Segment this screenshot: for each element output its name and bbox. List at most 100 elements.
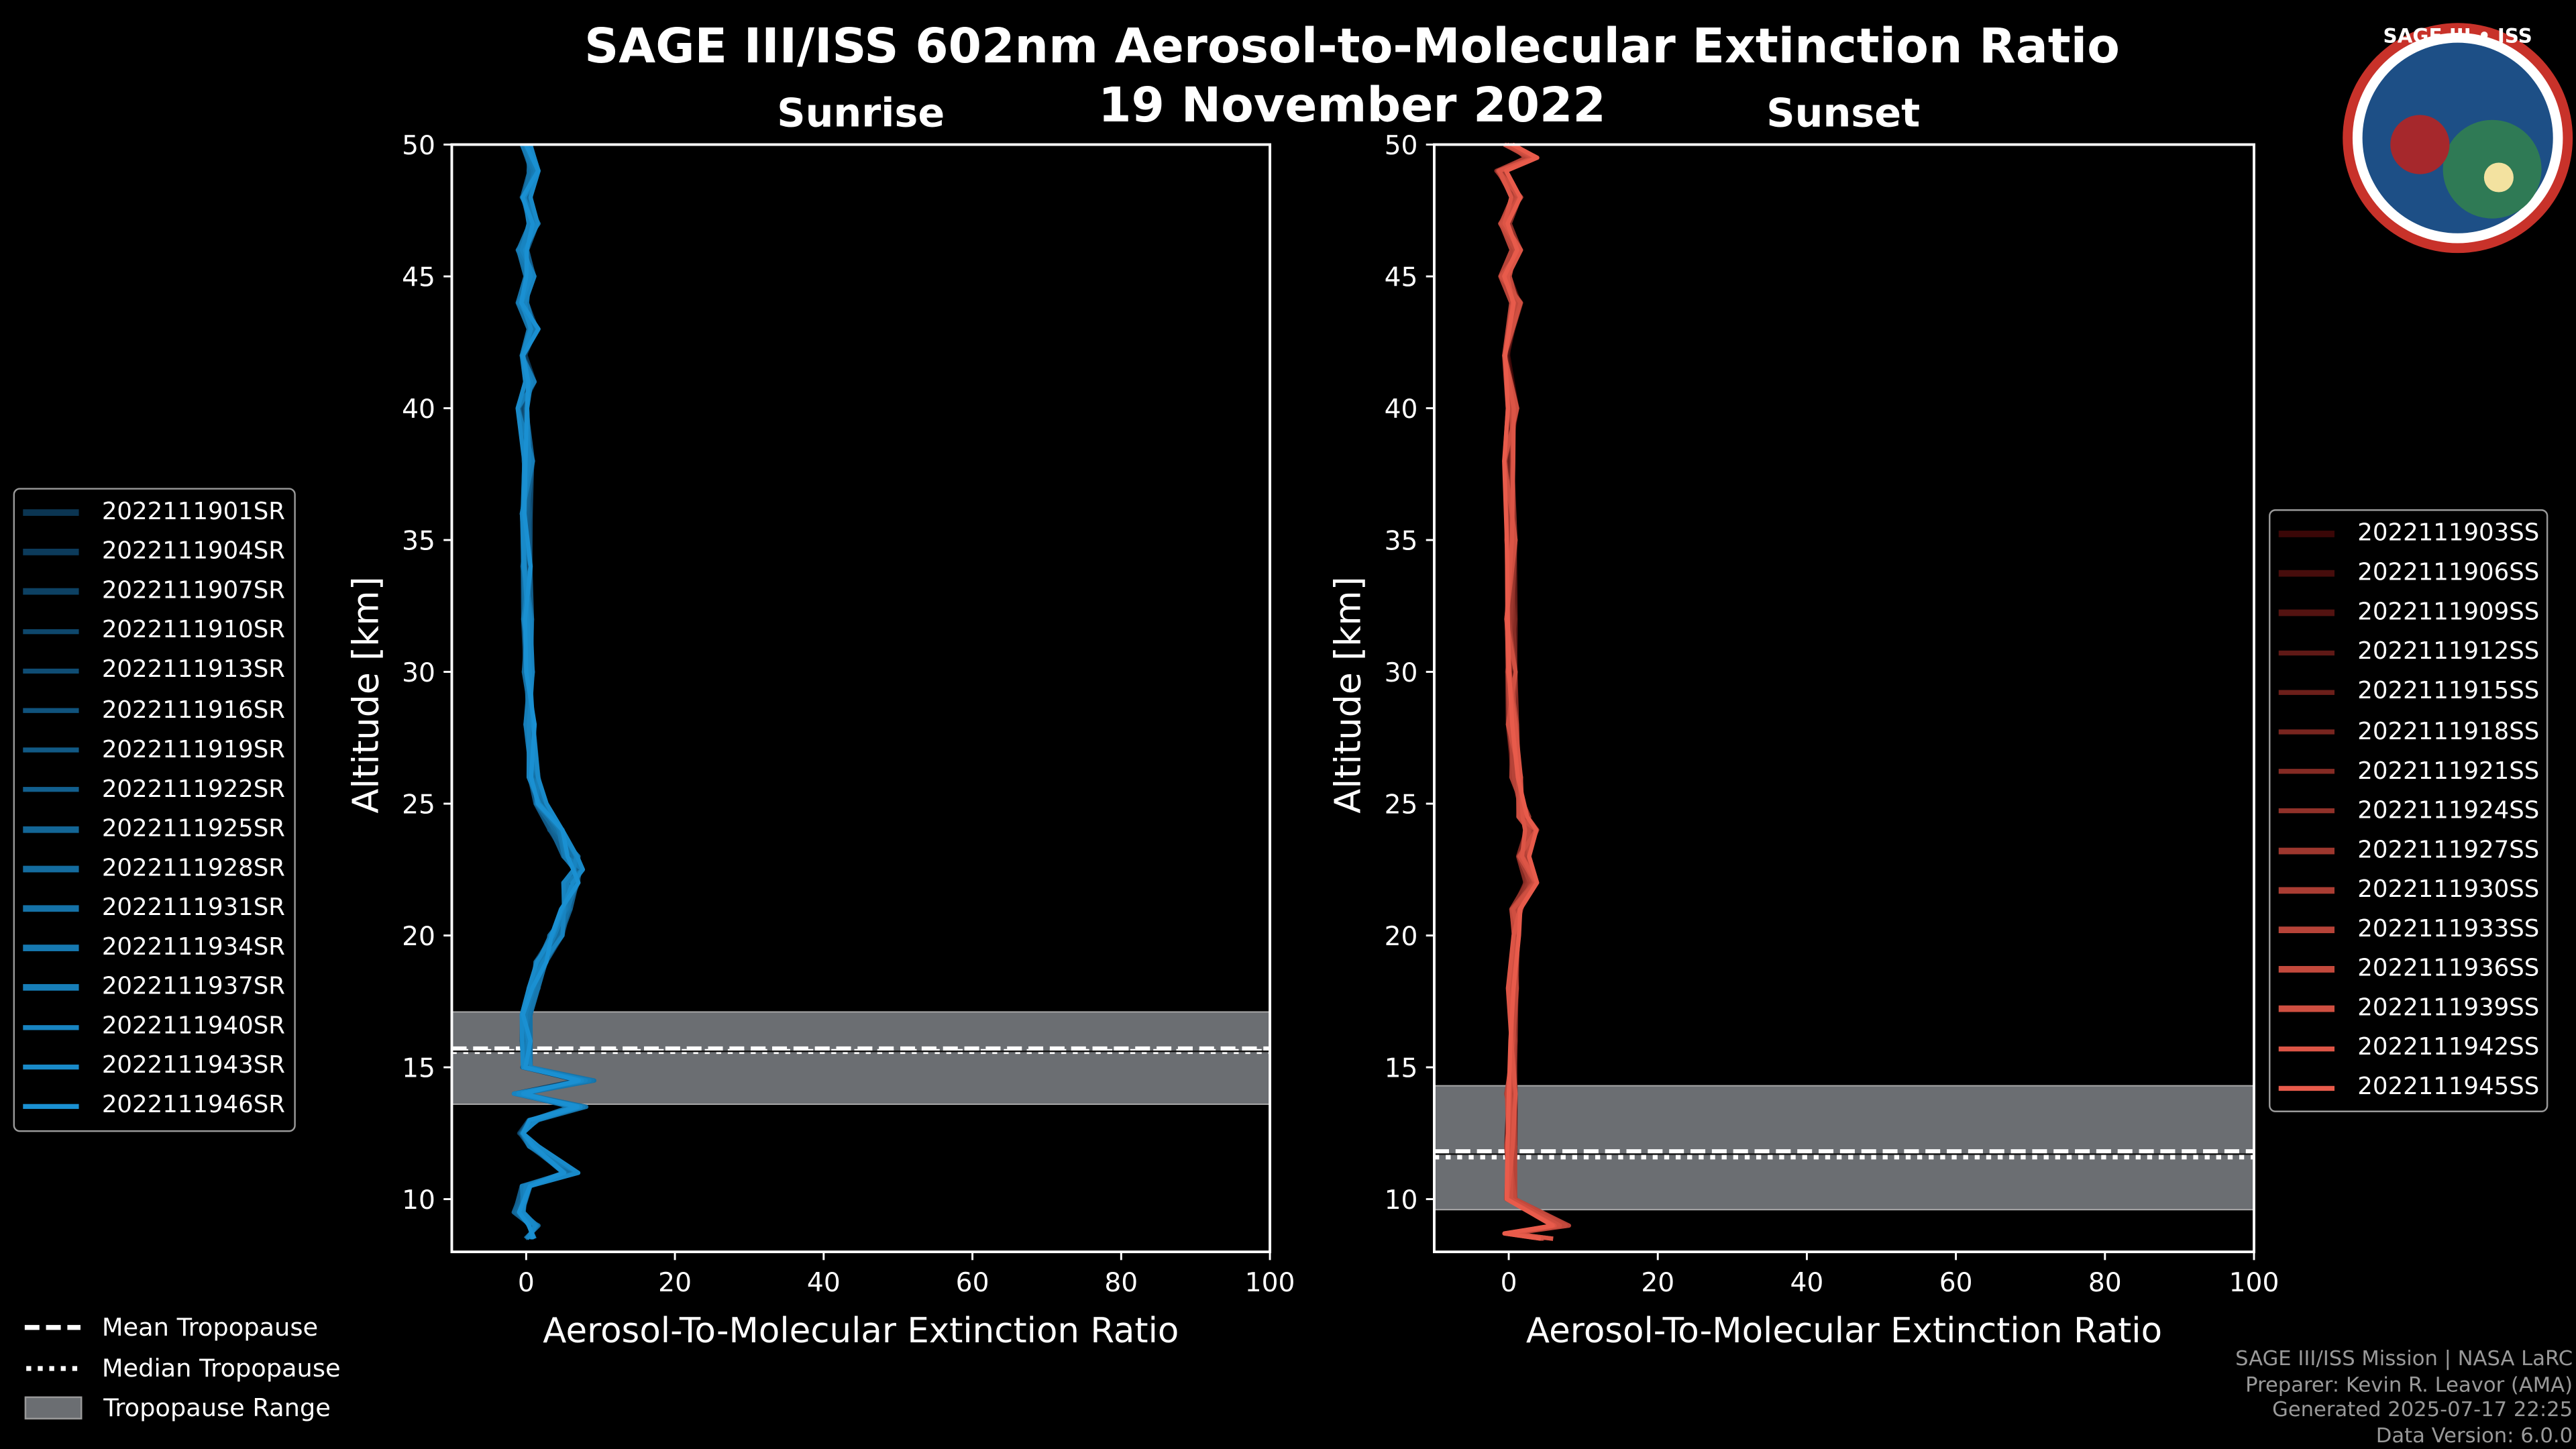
- legend-swatch: [2278, 1045, 2335, 1052]
- legend-swatch: [2278, 1085, 2335, 1091]
- legend-label: 2022111945SS: [2357, 1075, 2540, 1102]
- legend-label: 2022111918SS: [2357, 718, 2540, 745]
- legend-item: 2022111936SS: [2270, 950, 2546, 989]
- x-tick-label: 0: [1501, 1268, 1517, 1298]
- figure-date: 19 November 2022: [1098, 77, 1606, 133]
- legend-item: 2022111927SS: [2270, 831, 2546, 871]
- tropopause-legend: Mean Tropopause Median Tropopause Tropop…: [24, 1307, 341, 1428]
- legend-swatch: [2278, 887, 2335, 894]
- y-tick-label: 15: [1385, 1054, 1418, 1084]
- y-tick-label: 25: [402, 790, 435, 820]
- legend-swatch: [23, 509, 79, 516]
- legend-label: 2022111930SS: [2357, 877, 2540, 904]
- x-tick-label: 20: [1641, 1268, 1674, 1298]
- legend-swatch: [23, 628, 79, 635]
- y-axis-label: Altitude [km]: [344, 576, 386, 813]
- legend-label: 2022111946SR: [101, 1093, 286, 1120]
- x-tick-label: 60: [1939, 1268, 1973, 1298]
- legend-label: 2022111915SS: [2357, 679, 2540, 706]
- legend-item: 2022111907SR: [15, 572, 294, 612]
- series-line-2022111946SR: [517, 144, 581, 1240]
- y-tick-label: 15: [402, 1054, 435, 1084]
- logo-text: SAGE III • ISS: [2383, 25, 2532, 48]
- legend-item: 2022111912SS: [2270, 633, 2546, 673]
- legend-swatch: [23, 588, 79, 595]
- legend-label: 2022111912SS: [2357, 639, 2540, 666]
- dashed-line-icon: [24, 1325, 81, 1331]
- legend-label: 2022111940SR: [101, 1014, 286, 1040]
- legend-item: 2022111904SR: [15, 533, 294, 572]
- legend-label: 2022111901SR: [101, 499, 286, 526]
- legend-label: 2022111942SS: [2357, 1035, 2540, 1062]
- legend-item: 2022111924SS: [2270, 792, 2546, 831]
- legend-swatch: [2278, 808, 2335, 814]
- legend-label: 2022111925SR: [101, 816, 286, 843]
- legend-item: 2022111933SS: [2270, 910, 2546, 950]
- legend-swatch: [23, 786, 79, 793]
- legend-swatch: [2278, 847, 2335, 854]
- legend-item: 2022111942SS: [2270, 1029, 2546, 1069]
- sunrise-legend: 2022111901SR 2022111904SR 2022111907SR 2022…: [13, 488, 296, 1132]
- legend-swatch: [2278, 689, 2335, 696]
- legend-swatch: [2278, 966, 2335, 973]
- y-tick-label: 10: [1385, 1185, 1418, 1216]
- legend-label: 2022111937SR: [101, 974, 286, 1001]
- legend-label: 2022111943SR: [101, 1053, 286, 1080]
- legend-label: 2022111916SR: [101, 697, 286, 724]
- y-tick-label: 10: [402, 1185, 435, 1216]
- x-tick-label: 20: [658, 1268, 692, 1298]
- x-tick-label: 60: [956, 1268, 989, 1298]
- legend-item: 2022111918SS: [2270, 712, 2546, 752]
- figure-title: SAGE III/ISS 602nm Aerosol-to-Molecular …: [584, 17, 2120, 74]
- legend-swatch: [23, 865, 79, 872]
- legend-item: 2022111934SR: [15, 928, 294, 968]
- legend-label: 2022111927SS: [2357, 837, 2540, 864]
- legend-label: 2022111903SS: [2357, 521, 2540, 547]
- legend-item: 2022111915SS: [2270, 673, 2546, 712]
- x-tick-label: 0: [518, 1268, 535, 1298]
- legend-item: 2022111928SR: [15, 849, 294, 889]
- footer-preparer: Preparer: Kevin R. Leavor (AMA): [2245, 1371, 2573, 1396]
- footer-version: Data Version: 6.0.0: [2375, 1421, 2573, 1447]
- legend-swatch: [23, 667, 79, 674]
- legend-swatch: [23, 549, 79, 555]
- x-axis-label: Aerosol-To-Molecular Extinction Ratio: [543, 1311, 1179, 1351]
- dotted-line-icon: [26, 1365, 81, 1371]
- y-tick-label: 50: [402, 131, 435, 161]
- legend-label: 2022111939SS: [2357, 996, 2540, 1022]
- x-tick-label: 80: [1104, 1268, 1138, 1298]
- legend-item: 2022111946SR: [15, 1087, 294, 1126]
- legend-label: 2022111904SR: [101, 539, 286, 566]
- legend-item: 2022111919SR: [15, 731, 294, 770]
- sunset-panel: 0 20 40 60 80 100 10 15 20 25 30 35 40 45 50 Aerosol-To…: [1327, 131, 2279, 1351]
- legend-label: 2022111907SR: [101, 578, 286, 605]
- legend-item: 2022111945SS: [2270, 1069, 2546, 1108]
- legend-item: 2022111930SS: [2270, 871, 2546, 910]
- legend-item: 2022111903SS: [2270, 515, 2546, 554]
- y-axis-label: Altitude [km]: [1327, 576, 1369, 813]
- x-tick-label: 100: [2229, 1268, 2279, 1298]
- sunrise-panel-title: Sunrise: [777, 90, 945, 137]
- x-tick-label: 80: [2088, 1268, 2122, 1298]
- x-tick-label: 40: [807, 1268, 841, 1298]
- footer-mission: SAGE III/ISS Mission | NASA LaRC: [2235, 1345, 2573, 1371]
- y-tick-label: 35: [1385, 527, 1418, 557]
- footer-generated: Generated 2025-07-17 22:25: [2272, 1396, 2573, 1421]
- legend-item: 2022111921SS: [2270, 752, 2546, 792]
- legend-tropopause-range: Tropopause Range: [24, 1388, 341, 1428]
- y-tick-label: 50: [1385, 131, 1418, 161]
- legend-label: Tropopause Range: [103, 1393, 331, 1424]
- legend-item: 2022111916SR: [15, 691, 294, 731]
- legend-label: 2022111909SS: [2357, 600, 2540, 627]
- legend-item: 2022111906SS: [2270, 554, 2546, 594]
- legend-swatch: [23, 1024, 79, 1030]
- x-tick-label: 40: [1790, 1268, 1824, 1298]
- legend-label: 2022111934SR: [101, 934, 286, 961]
- legend-swatch: [2278, 926, 2335, 933]
- legend-swatch: [23, 826, 79, 833]
- legend-swatch: [23, 747, 79, 753]
- legend-item: 2022111909SS: [2270, 594, 2546, 633]
- legend-item: 2022111910SR: [15, 612, 294, 651]
- legend-item: 2022111925SR: [15, 810, 294, 849]
